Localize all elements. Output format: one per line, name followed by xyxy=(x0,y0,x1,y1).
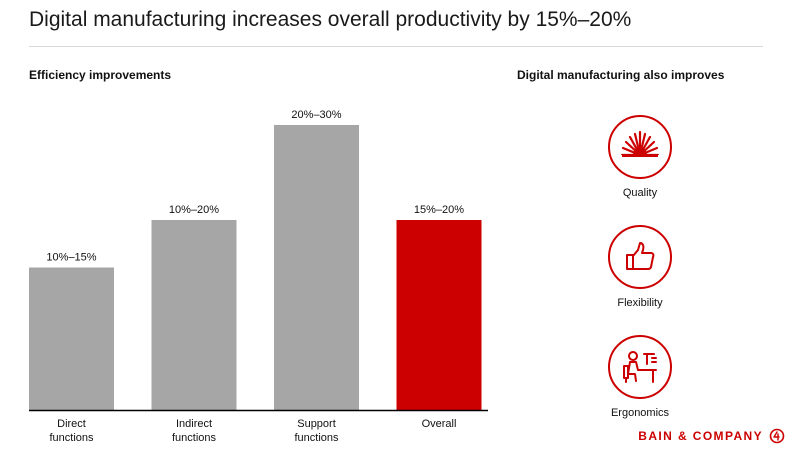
ergonomics-icon-circle xyxy=(608,335,672,399)
ergonomics-label: Ergonomics xyxy=(610,407,670,419)
flexibility-item: Flexibility xyxy=(580,225,700,309)
category-label-3-0: Overall xyxy=(422,418,457,430)
bar-0 xyxy=(29,267,114,410)
sunburst-icon xyxy=(620,130,660,167)
title-divider xyxy=(29,46,763,47)
efficiency-heading: Efficiency improvements xyxy=(29,68,172,82)
category-label-1-0: Indirect xyxy=(176,418,212,430)
also-improves-heading: Digital manufacturing also improves xyxy=(517,68,725,82)
data-label-2: 20%–30% xyxy=(291,109,341,121)
efficiency-bar-chart: 10%–15% Direct functions 10%–20% Indirect fun… xyxy=(29,109,488,444)
category-label-2-1: functions xyxy=(294,432,339,444)
brand-name: BAIN & COMPANY xyxy=(638,429,763,443)
quality-icon-circle xyxy=(608,115,672,179)
category-label-1-1: functions xyxy=(172,432,217,444)
bar-3 xyxy=(396,220,482,410)
quality-label: Quality xyxy=(622,187,658,199)
flexibility-icon-circle xyxy=(608,225,672,289)
data-label-0: 10%–15% xyxy=(46,252,96,264)
bar-1 xyxy=(151,220,237,410)
bain-logo-icon xyxy=(769,428,785,444)
bar-2 xyxy=(274,125,359,410)
category-label-0-0: Direct xyxy=(57,418,86,430)
category-label-0-1: functions xyxy=(49,432,94,444)
worker-at-desk-icon xyxy=(623,351,657,383)
data-label-3: 15%–20% xyxy=(414,204,464,216)
ergonomics-item: Ergonomics xyxy=(580,335,700,419)
quality-item: Quality xyxy=(580,115,700,199)
thumbs-up-icon xyxy=(626,242,655,270)
flexibility-label: Flexibility xyxy=(617,297,663,309)
category-label-2-0: Support xyxy=(297,418,336,430)
data-label-1: 10%–20% xyxy=(169,204,219,216)
brand: BAIN & COMPANY xyxy=(638,428,785,444)
page-title: Digital manufacturing increases overall … xyxy=(29,8,632,31)
